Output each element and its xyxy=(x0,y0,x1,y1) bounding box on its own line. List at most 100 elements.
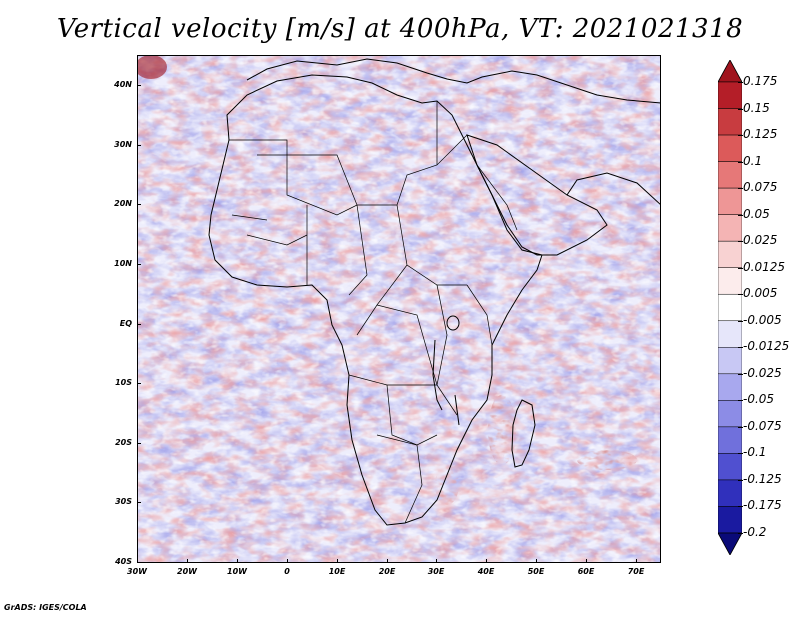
colorbar-bottom-arrow xyxy=(718,532,742,555)
lon-tick xyxy=(436,559,437,563)
country-borders xyxy=(229,101,518,524)
lon-label-40e: 40E xyxy=(477,567,495,576)
colorbar-swatch xyxy=(718,108,742,136)
lat-tick xyxy=(137,204,141,205)
colorbar-label: -0.05 xyxy=(743,392,775,407)
lon-tick xyxy=(536,559,537,563)
colorbar-tick xyxy=(738,294,743,296)
colorbar-label: -0.005 xyxy=(743,312,782,327)
lon-label-50e: 50E xyxy=(527,567,545,576)
colorbar-tick xyxy=(738,108,743,110)
lat-tick xyxy=(137,324,141,325)
lat-tick xyxy=(137,145,141,146)
colorbar-tick xyxy=(738,400,743,402)
colorbar-label: 0.1 xyxy=(743,153,763,168)
coastlines xyxy=(208,58,661,526)
lon-tick xyxy=(287,559,288,563)
lat-tick xyxy=(137,264,141,265)
colorbar-label: -0.0125 xyxy=(743,339,790,354)
colorbar-swatch xyxy=(718,347,742,375)
colorbar-label: 0.005 xyxy=(743,286,778,301)
colorbar-tick xyxy=(738,161,743,163)
colorbar-swatch xyxy=(718,214,742,242)
lat-label-30n: 30N xyxy=(114,140,132,149)
lon-tick xyxy=(636,559,637,563)
colorbar-tick xyxy=(738,373,743,375)
colorbar-top-arrow xyxy=(718,60,742,83)
colorbar-tick xyxy=(738,347,743,349)
colorbar-label: -0.175 xyxy=(743,498,782,513)
lon-label-0: 0 xyxy=(284,567,290,576)
colorbar-label: -0.2 xyxy=(743,525,767,539)
colorbar-swatch xyxy=(718,293,742,322)
colorbar-tick xyxy=(738,241,743,243)
colorbar-tick xyxy=(738,82,743,83)
lon-tick xyxy=(237,559,238,563)
colorbar-label: 0.075 xyxy=(743,180,778,195)
colorbar-swatch xyxy=(718,240,742,268)
lat-label-10s: 10S xyxy=(115,378,132,387)
colorbar-tick xyxy=(738,533,743,534)
lat-label-eq: EQ xyxy=(119,319,132,328)
lat-tick xyxy=(137,85,141,86)
lat-label-30s: 30S xyxy=(115,497,132,506)
colorbar-label: 0.15 xyxy=(743,100,770,115)
northwest-corner-ascent xyxy=(137,55,167,79)
lon-label-30w: 30W xyxy=(127,567,147,576)
colorbar-swatch xyxy=(718,400,742,428)
southeast-africa-ascent xyxy=(435,465,459,505)
colorbar-tick xyxy=(738,479,743,481)
velocity-field-map xyxy=(137,55,661,563)
lon-label-70e: 70E xyxy=(627,567,645,576)
lat-label-20s: 20S xyxy=(115,438,132,447)
lat-label-40s: 40S xyxy=(115,557,132,566)
colorbar-tick xyxy=(738,506,743,508)
colorbar-swatch xyxy=(718,373,742,401)
lat-tick xyxy=(137,443,141,444)
colorbar-tick xyxy=(738,267,743,269)
lon-label-30e: 30E xyxy=(427,567,445,576)
colorbar-swatch xyxy=(718,506,742,534)
colorbar-tick xyxy=(738,188,743,190)
map-title: Vertical velocity [m/s] at 400hPa, VT: 2… xyxy=(56,14,744,44)
colorbar-swatch xyxy=(718,426,742,454)
colorbar-label: 0.175 xyxy=(743,74,778,88)
colorbar-swatch xyxy=(718,134,742,162)
lon-label-20w: 20W xyxy=(177,567,197,576)
mozambique-channel-ascent xyxy=(488,395,516,465)
colorbar-tick xyxy=(738,453,743,455)
colorbar xyxy=(718,60,742,555)
colorbar-tick xyxy=(738,320,743,322)
lon-tick xyxy=(187,559,188,563)
grads-credit: GrADS: IGES/COLA xyxy=(4,603,87,612)
lat-tick xyxy=(137,502,141,503)
lon-label-60e: 60E xyxy=(577,567,595,576)
colorbar-tick xyxy=(738,135,743,137)
weak-motion-layer xyxy=(137,55,661,563)
lon-label-10e: 10E xyxy=(328,567,346,576)
colorbar-label: -0.125 xyxy=(743,471,782,486)
lon-tick xyxy=(337,559,338,563)
lon-label-20e: 20E xyxy=(378,567,396,576)
lat-label-10n: 10N xyxy=(114,259,132,268)
colorbar-label: 0.05 xyxy=(743,206,770,221)
map-plot-area xyxy=(137,55,661,563)
colorbar-swatch xyxy=(718,187,742,215)
colorbar-tick xyxy=(738,214,743,216)
colorbar-label: -0.075 xyxy=(743,418,782,433)
colorbar-label: -0.025 xyxy=(743,365,782,380)
colorbar-swatch xyxy=(718,81,742,109)
colorbar-swatch xyxy=(718,479,742,507)
colorbar-swatch xyxy=(718,453,742,481)
colorbar-swatch xyxy=(718,267,742,295)
colorbar-swatch xyxy=(718,320,742,348)
lakes xyxy=(432,315,460,426)
colorbar-label: 0.125 xyxy=(743,127,778,142)
colorbar-label: -0.1 xyxy=(743,445,767,460)
indian-ocean-ascent xyxy=(577,450,637,470)
lon-label-10w: 10W xyxy=(227,567,247,576)
colorbar-tick xyxy=(738,426,743,428)
lat-label-20n: 20N xyxy=(114,199,132,208)
lat-label-40n: 40N xyxy=(114,80,132,89)
lon-tick xyxy=(586,559,587,563)
